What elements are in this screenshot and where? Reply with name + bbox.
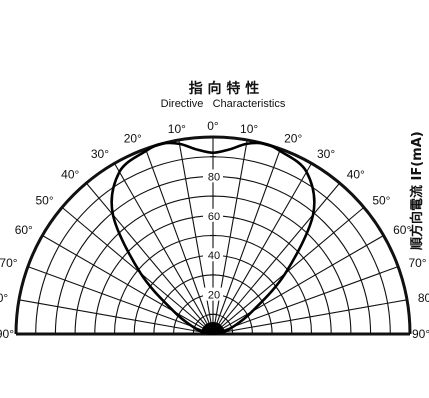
angle-label: 20°: [284, 132, 302, 146]
grid-spoke: [145, 148, 214, 335]
radial-label-bg: [203, 248, 223, 262]
grid-spoke: [85, 182, 214, 335]
angle-label: 50°: [36, 193, 54, 207]
side-axis-label: 順方向電流 IF(mA): [409, 131, 425, 250]
angle-label: 80°: [418, 291, 429, 305]
grid-spoke: [212, 235, 384, 335]
angle-label: 90°: [412, 327, 429, 341]
angle-label: 30°: [91, 147, 109, 161]
grid-spoke: [212, 266, 399, 335]
center-hub: [201, 322, 225, 334]
angle-label: 90°: [0, 327, 14, 341]
polar-grid: [14, 135, 412, 336]
angle-label: 60°: [393, 223, 411, 237]
grid-spoke: [212, 163, 312, 335]
grid-spoke: [114, 163, 214, 335]
radial-label: 40: [208, 250, 220, 262]
radial-label-bg: [203, 208, 223, 222]
radial-label-bg: [203, 169, 223, 183]
grid-spoke: [42, 235, 214, 335]
angle-label: 0°: [207, 119, 219, 133]
grid-spoke: [212, 182, 341, 335]
angle-label: 10°: [240, 122, 258, 136]
radial-label: 80: [208, 171, 220, 183]
grid-spoke: [27, 266, 214, 335]
angle-label: 50°: [372, 193, 390, 207]
grid-spoke: [178, 139, 214, 335]
angle-label: 60°: [15, 223, 33, 237]
grid-spoke: [18, 299, 214, 335]
directivity-curve: [110, 141, 316, 336]
angle-label: 70°: [0, 256, 18, 270]
angle-label: 80°: [0, 291, 8, 305]
grid-spoke: [212, 299, 408, 335]
radial-label: 60: [208, 211, 220, 223]
angle-label: 40°: [61, 168, 79, 182]
angle-label: 70°: [408, 256, 426, 270]
radial-label-bg: [203, 287, 223, 301]
chart-title-chinese: 指 向 特 性: [189, 80, 260, 97]
angle-label: 20°: [124, 132, 142, 146]
chart-title-english: Directive Characteristics: [161, 98, 286, 110]
series-layer: [110, 141, 316, 336]
angle-label: 30°: [317, 147, 335, 161]
grid-spoke: [212, 148, 281, 335]
label-layer: 90° 80° 70° 60° 50° 40° 30° 20° 10° 0° 10° 20° 30° 40…: [0, 119, 429, 341]
angle-label: 40°: [347, 168, 365, 182]
angle-label: 10°: [168, 122, 186, 136]
grid-spoke: [212, 139, 248, 335]
radial-label: 20: [208, 290, 220, 302]
